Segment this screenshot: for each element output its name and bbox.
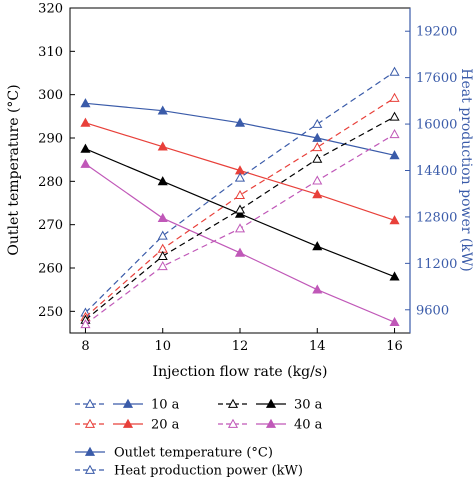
data-point xyxy=(80,117,91,127)
legend-filled-marker xyxy=(122,418,134,428)
series-power-10a xyxy=(80,66,400,317)
y-tick-label: 250 xyxy=(38,305,63,320)
data-point xyxy=(234,204,246,214)
data-point xyxy=(389,128,400,139)
y-tick-label: 300 xyxy=(38,88,63,103)
data-point xyxy=(234,172,246,182)
legend-label: 10 a xyxy=(151,398,180,413)
data-point xyxy=(157,141,168,151)
data-point xyxy=(234,189,246,200)
series-temperature-30a xyxy=(80,143,400,281)
legend-filled-marker xyxy=(265,418,277,428)
x-tick-label: 12 xyxy=(232,339,249,354)
series-line-temperature-40a xyxy=(85,163,395,323)
series-temperature-20a xyxy=(80,117,400,225)
data-point xyxy=(157,250,168,260)
data-point xyxy=(312,189,323,199)
data-point xyxy=(312,241,323,251)
legend: 10 a 30 a 20 a 40 a Outlet temperature (°C) H… xyxy=(75,398,323,479)
data-point xyxy=(80,98,91,108)
legend-open-marker xyxy=(227,418,239,428)
legend-entry: 30 a xyxy=(218,398,323,413)
y-tick-label: 290 xyxy=(38,132,63,147)
data-point xyxy=(389,111,400,121)
y-tick-label: 270 xyxy=(38,218,63,233)
x-tick-label: 16 xyxy=(386,339,403,354)
legend-open-marker xyxy=(84,398,96,408)
data-point xyxy=(389,271,400,281)
data-point xyxy=(157,176,168,186)
y2-axis-label: Heat production power (kW) xyxy=(458,68,474,271)
legend-style-label: Outlet temperature (°C) xyxy=(114,446,273,461)
data-point xyxy=(389,150,400,160)
legend-style-marker xyxy=(84,464,96,474)
x-tick-label: 14 xyxy=(309,339,326,354)
data-point xyxy=(80,319,91,329)
legend-style-marker xyxy=(84,446,96,456)
series-line-power-30a xyxy=(85,116,395,321)
y2-tick-label: 11200 xyxy=(416,257,457,272)
data-point xyxy=(157,261,168,271)
data-point xyxy=(157,105,168,115)
legend-open-marker xyxy=(227,398,239,408)
legend-label: 20 a xyxy=(151,418,180,433)
series-line-temperature-10a xyxy=(85,102,395,156)
y2-tick-label: 12800 xyxy=(416,210,457,225)
y-tick-label: 320 xyxy=(38,2,63,17)
legend-entry: 40 a xyxy=(218,418,323,433)
y-tick-label: 310 xyxy=(38,45,63,60)
legend-label: 30 a xyxy=(294,398,323,413)
y2-tick-label: 19200 xyxy=(416,25,457,40)
data-point xyxy=(312,284,323,294)
data-point xyxy=(157,230,168,240)
y-tick-label: 280 xyxy=(38,175,63,190)
legend-label: 40 a xyxy=(294,418,323,433)
data-point xyxy=(312,175,323,185)
data-point xyxy=(234,117,246,127)
data-point xyxy=(157,212,168,223)
legend-entry: 20 a xyxy=(75,418,180,433)
y2-tick-label: 17600 xyxy=(416,71,457,86)
legend-filled-marker xyxy=(122,398,134,408)
data-point xyxy=(389,215,400,225)
data-point xyxy=(312,153,323,163)
y2-tick-label: 14400 xyxy=(416,164,457,179)
x-axis-label: Injection flow rate (kg/s) xyxy=(153,364,328,380)
legend-style-entry: Heat production power (kW) xyxy=(75,464,303,479)
legend-filled-marker xyxy=(265,398,277,408)
x-tick-label: 8 xyxy=(81,339,89,354)
data-point xyxy=(234,247,246,257)
series-temperature-40a xyxy=(80,158,400,327)
series-power-30a xyxy=(80,111,400,324)
data-point xyxy=(312,142,323,152)
data-point xyxy=(312,118,323,128)
x-tick-label: 10 xyxy=(154,339,171,354)
data-point xyxy=(234,223,246,233)
y-axis-label: Outlet temperature (°C) xyxy=(6,84,22,255)
legend-entry: 10 a xyxy=(75,398,180,413)
data-point xyxy=(312,132,323,142)
legend-style-label: Heat production power (kW) xyxy=(114,464,303,479)
data-point xyxy=(389,66,400,76)
data-point xyxy=(80,158,91,168)
y2-tick-label: 16000 xyxy=(416,118,457,133)
series-power-40a xyxy=(80,128,400,329)
y2-tick-label: 9600 xyxy=(416,303,449,318)
data-point xyxy=(80,143,91,153)
data-point xyxy=(389,316,400,327)
y-tick-label: 260 xyxy=(38,262,63,277)
data-point xyxy=(389,92,400,102)
legend-style-entry: Outlet temperature (°C) xyxy=(75,446,273,461)
legend-open-marker xyxy=(84,418,96,428)
series-temperature-10a xyxy=(80,98,400,160)
